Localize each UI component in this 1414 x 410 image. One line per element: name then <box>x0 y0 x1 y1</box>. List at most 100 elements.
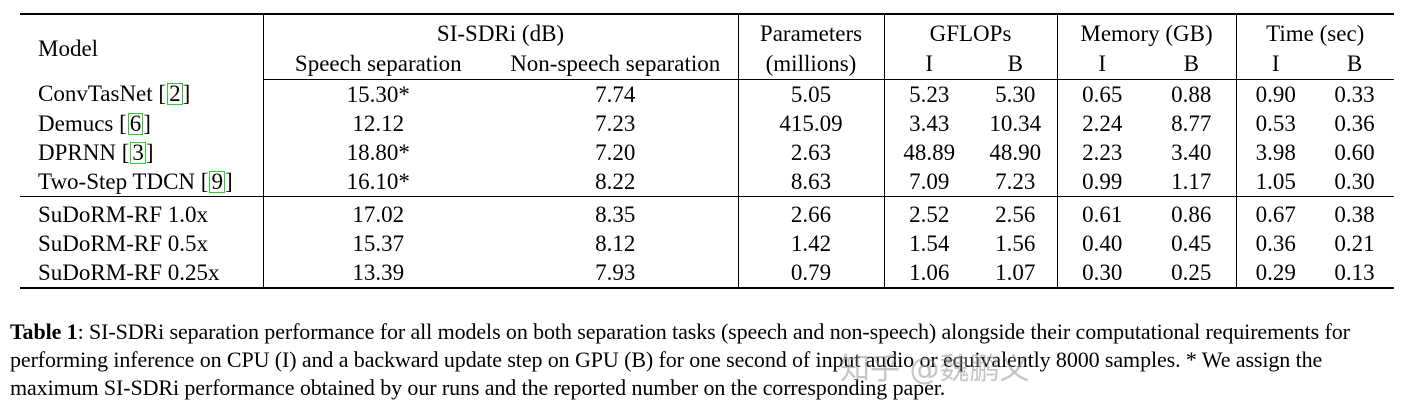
cell-speech: 16.10* <box>263 167 493 197</box>
cell-gflops-b: 10.34 <box>974 109 1058 138</box>
cell-mem-b: 0.25 <box>1147 258 1237 289</box>
citation-link[interactable]: 2 <box>167 81 183 107</box>
cell-speech: 17.02 <box>352 201 405 227</box>
cell-params: 8.63 <box>738 167 885 197</box>
cell-gflops-i: 1.06 <box>884 258 974 289</box>
citation-link[interactable]: 3 <box>130 139 146 165</box>
cell-params: 0.79 <box>738 258 885 289</box>
cell-mem-i: 0.99 <box>1057 167 1147 197</box>
cell-gflops-b: 48.90 <box>974 138 1058 167</box>
cell-time-i: 0.29 <box>1236 258 1315 289</box>
cell-mem-b: 0.86 <box>1147 196 1237 229</box>
cell-gflops-i: 5.23 <box>909 81 950 107</box>
model-label: SuDoRM-RF 1.0x <box>38 201 208 227</box>
model-name: SuDoRM-RF 1.0x <box>20 196 264 229</box>
header-model: Model <box>20 13 264 80</box>
header-gflops-i: I <box>884 49 974 80</box>
cell-gflops-i: 48.89 <box>903 139 956 165</box>
cell-params: 2.66 <box>738 196 885 229</box>
header-memory: Memory (GB) <box>1057 13 1237 49</box>
cell-time-b: 0.38 <box>1334 201 1375 227</box>
cell-params: 1.42 <box>738 229 885 258</box>
table-caption: Table 1: SI-SDRi separation performance … <box>10 318 1410 402</box>
cell-speech: 15.37 <box>352 230 405 256</box>
cell-mem-b: 1.17 <box>1147 167 1237 197</box>
results-table: Model SI-SDRi (dB) Parameters GFLOPs Mem… <box>20 13 1394 289</box>
cell-speech: 18.80* <box>346 139 410 165</box>
table-row: Two-Step TDCN [9] 16.10* 8.22 8.63 7.09 7.23 0… <box>20 167 1394 197</box>
cell-nonspeech: 7.23 <box>493 109 739 138</box>
cell-mem-i: 2.23 <box>1082 139 1123 165</box>
model-label: DPRNN <box>38 139 116 165</box>
cell-nonspeech: 7.20 <box>493 138 739 167</box>
model-name: ConvTasNet [2] <box>20 79 264 109</box>
model-name: DPRNN [3] <box>20 138 264 167</box>
cell-nonspeech: 8.12 <box>493 229 739 258</box>
cell-mem-i: 0.30 <box>1057 258 1147 289</box>
cell-params: 2.63 <box>738 138 885 167</box>
header-params-unit: (millions) <box>738 49 885 80</box>
header-time: Time (sec) <box>1236 13 1394 49</box>
cell-mem-i: 0.61 <box>1082 201 1123 227</box>
table-row: SuDoRM-RF 0.5x 15.37 8.12 1.42 1.54 1.56 0.40 0… <box>20 229 1394 258</box>
cell-gflops-b: 7.23 <box>974 167 1058 197</box>
model-label: Two-Step TDCN <box>38 168 196 194</box>
baseline-models: ConvTasNet [2] 15.30* 7.74 5.05 5.23 5.30 0.65… <box>20 79 1394 197</box>
header-speech-sep: Speech separation <box>263 49 493 80</box>
header-mem-b: B <box>1147 49 1237 80</box>
cell-mem-b: 8.77 <box>1147 109 1237 138</box>
cell-gflops-b: 2.56 <box>974 196 1058 229</box>
cell-time-b: 0.21 <box>1334 230 1375 256</box>
header-mem-i: I <box>1057 49 1147 80</box>
model-label: SuDoRM-RF 0.25x <box>38 259 220 285</box>
citation-link[interactable]: 9 <box>209 168 225 194</box>
table-row: DPRNN [3] 18.80* 7.20 2.63 48.89 48.90 2.23 3.4… <box>20 138 1394 167</box>
cell-time-b: 0.13 <box>1315 258 1394 289</box>
cell-time-i: 0.67 <box>1255 201 1296 227</box>
model-name: SuDoRM-RF 0.25x <box>20 258 264 289</box>
model-label: SuDoRM-RF 0.5x <box>38 230 208 256</box>
header-sisdr: SI-SDRi (dB) <box>263 13 739 49</box>
cell-mem-i: 0.40 <box>1082 230 1123 256</box>
cell-time-i: 0.36 <box>1255 230 1296 256</box>
header-time-i: I <box>1236 49 1315 80</box>
header-gflops: GFLOPs <box>884 13 1058 49</box>
cell-speech: 15.30* <box>346 81 410 107</box>
citation-link[interactable]: 6 <box>127 110 144 136</box>
cell-speech: 13.39 <box>263 258 493 289</box>
cell-nonspeech: 8.22 <box>493 167 739 197</box>
cell-time-b: 0.33 <box>1334 81 1375 107</box>
cell-gflops-i: 2.52 <box>909 201 950 227</box>
caption-label: Table 1 <box>10 319 78 344</box>
model-name: SuDoRM-RF 0.5x <box>20 229 264 258</box>
cell-gflops-b: 1.56 <box>974 229 1058 258</box>
table-row: Demucs [6] 12.12 7.23 415.09 3.43 10.34 2.24 8.… <box>20 109 1394 138</box>
header-params: Parameters <box>738 13 885 49</box>
cell-gflops-b: 1.07 <box>974 258 1058 289</box>
header-nonspeech-sep: Non-speech separation <box>493 49 739 80</box>
cell-gflops-i: 1.54 <box>909 230 950 256</box>
cell-nonspeech: 7.74 <box>493 79 739 109</box>
cell-mem-b: 3.40 <box>1147 138 1237 167</box>
cell-params: 5.05 <box>738 79 885 109</box>
cell-nonspeech: 7.93 <box>493 258 739 289</box>
cell-gflops-b: 5.30 <box>974 79 1058 109</box>
header-time-b: B <box>1315 49 1394 80</box>
cell-mem-i: 0.65 <box>1082 81 1123 107</box>
caption-text: : SI-SDRi separation performance for all… <box>10 319 1350 400</box>
cell-gflops-i: 7.09 <box>884 167 974 197</box>
sudormrf-models: SuDoRM-RF 1.0x 17.02 8.35 2.66 2.52 2.56 0.61 0… <box>20 196 1394 289</box>
cell-params: 415.09 <box>738 109 885 138</box>
cell-nonspeech: 8.35 <box>493 196 739 229</box>
cell-mem-b: 0.88 <box>1147 79 1237 109</box>
model-name: Demucs [6] <box>20 109 264 138</box>
table-row: ConvTasNet [2] 15.30* 7.74 5.05 5.23 5.30 0.65… <box>20 79 1394 109</box>
cell-time-i: 1.05 <box>1236 167 1315 197</box>
table-row: SuDoRM-RF 0.25x 13.39 7.93 0.79 1.06 1.07 0.30… <box>20 258 1394 289</box>
header-gflops-b: B <box>974 49 1058 80</box>
table-row: SuDoRM-RF 1.0x 17.02 8.35 2.66 2.52 2.56 0.61 0… <box>20 196 1394 229</box>
cell-time-i: 0.53 <box>1255 110 1296 136</box>
cell-time-b: 0.30 <box>1315 167 1394 197</box>
model-label: Demucs <box>38 110 114 136</box>
model-label: ConvTasNet <box>38 81 153 107</box>
